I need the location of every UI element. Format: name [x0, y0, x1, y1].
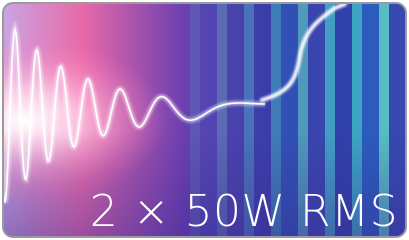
caption: 2 × 50W RMS — [90, 186, 398, 237]
promo-image: 2 × 50W RMS — [0, 0, 409, 240]
artwork: 2 × 50W RMS — [0, 0, 409, 240]
page: 2 × 50W RMS (() => { const data = JSON.p… — [0, 0, 409, 240]
